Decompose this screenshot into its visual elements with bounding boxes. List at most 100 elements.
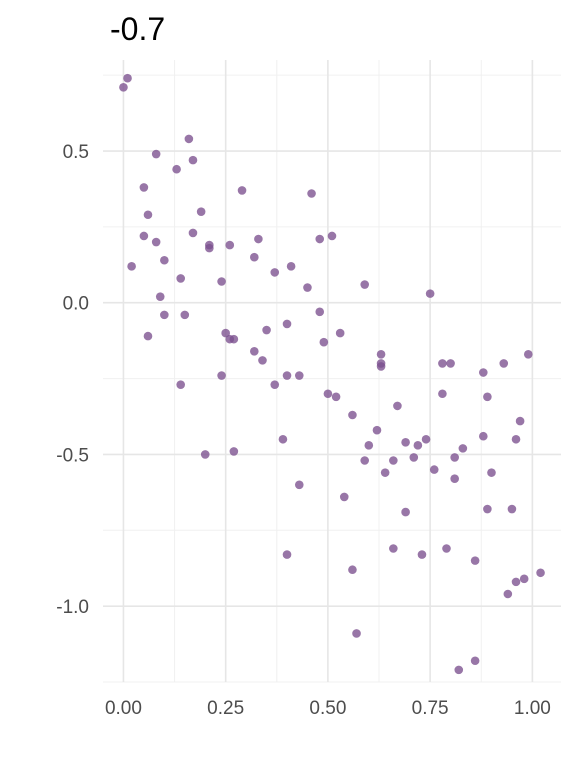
scatter-point (413, 441, 423, 450)
scatter-point (225, 240, 235, 250)
scatter-point (364, 441, 374, 450)
scatter-point (286, 262, 296, 271)
scatter-point (360, 456, 370, 465)
scatter-point (327, 231, 337, 241)
scatter-point (188, 155, 198, 165)
scatter-point (348, 410, 357, 420)
scatter-point (372, 425, 382, 435)
scatter-point (160, 310, 169, 320)
scatter-point (270, 268, 280, 277)
scatter-point (229, 447, 239, 456)
scatter-point (315, 307, 325, 317)
scatter-point (483, 392, 492, 402)
scatter-point (446, 359, 455, 368)
scatter-point (511, 577, 521, 587)
scatter-point (348, 565, 357, 575)
scatter-point (303, 283, 312, 292)
scatter-point (143, 210, 153, 220)
scatter-point (160, 255, 169, 265)
scatter-point (479, 431, 488, 441)
scatter-point (429, 465, 439, 474)
scatter-point (139, 231, 149, 241)
scatter-point (123, 73, 132, 83)
scatter-point (360, 280, 370, 289)
scatter-point (511, 434, 521, 444)
scatter-point (393, 401, 402, 411)
scatter-point (172, 164, 181, 174)
scatter-point (339, 492, 349, 502)
scatter-point (450, 453, 459, 462)
scatter-point (188, 228, 198, 238)
scatter-point (217, 371, 226, 380)
scatter-point (184, 134, 194, 144)
scatter-point (389, 544, 398, 553)
x-tick-label: 1.00 (514, 698, 551, 719)
scatter-point (401, 438, 410, 447)
scatter-point (151, 237, 161, 247)
scatter-point (319, 337, 329, 347)
scatter-point (376, 359, 386, 368)
scatter-point (221, 328, 230, 338)
scatter-point (507, 504, 517, 514)
scatter-point (250, 346, 259, 356)
x-axis-tick-labels: 0.00 0.25 0.50 0.75 1.00 (105, 698, 551, 719)
scatter-point (417, 550, 427, 559)
scatter-point (270, 380, 280, 389)
scatter-point (515, 416, 525, 426)
scatter-point (196, 207, 206, 217)
scatter-point (282, 550, 292, 559)
scatter-point (409, 453, 419, 462)
scatter-point (487, 468, 496, 477)
scatter-point (425, 289, 435, 298)
scatter-point (278, 434, 288, 444)
scatter-point (282, 319, 292, 329)
scatter-point (217, 277, 226, 286)
scatter-point (237, 186, 247, 195)
scatter-point (262, 325, 271, 335)
scatter-point (438, 389, 447, 399)
scatter-point (294, 480, 304, 490)
scatter-point (454, 665, 464, 675)
minor-gridlines (103, 60, 561, 683)
scatter-point (376, 350, 386, 359)
scatter-point (294, 371, 304, 380)
x-tick-label: 0.00 (105, 698, 142, 719)
scatter-point (176, 274, 185, 283)
scatter-point (155, 292, 165, 301)
scatter-point (352, 629, 361, 638)
scatter-point (536, 568, 545, 578)
scatter-point (119, 83, 128, 92)
scatter-point (389, 456, 398, 465)
scatter-point (523, 350, 533, 359)
scatter-point (229, 334, 239, 344)
scatter-point (503, 589, 513, 599)
scatter-point (479, 368, 488, 377)
y-tick-label: -0.5 (56, 445, 89, 466)
scatter-point (442, 544, 451, 553)
scatter-point (438, 359, 447, 368)
y-tick-label: 0.0 (63, 294, 89, 315)
data-points (119, 73, 545, 675)
scatter-point (519, 574, 529, 584)
x-tick-label: 0.25 (207, 698, 244, 719)
scatter-point (250, 252, 259, 262)
scatter-point (307, 189, 316, 198)
scatter-point (483, 504, 492, 514)
y-tick-label: 0.5 (63, 142, 89, 163)
scatter-point (421, 434, 431, 444)
scatter-point (200, 450, 210, 459)
scatter-point (323, 389, 333, 399)
scatter-point (205, 243, 214, 253)
scatter-point (470, 556, 480, 565)
scatter-point (258, 356, 267, 365)
scatter-point (151, 149, 161, 159)
major-gridlines (103, 60, 561, 682)
y-tick-label: -1.0 (56, 597, 89, 618)
scatter-point (470, 656, 480, 666)
scatter-point (180, 310, 190, 320)
scatter-point (331, 392, 341, 402)
scatter-point (499, 359, 509, 368)
scatter-point (139, 183, 149, 192)
scatter-point (450, 474, 459, 484)
